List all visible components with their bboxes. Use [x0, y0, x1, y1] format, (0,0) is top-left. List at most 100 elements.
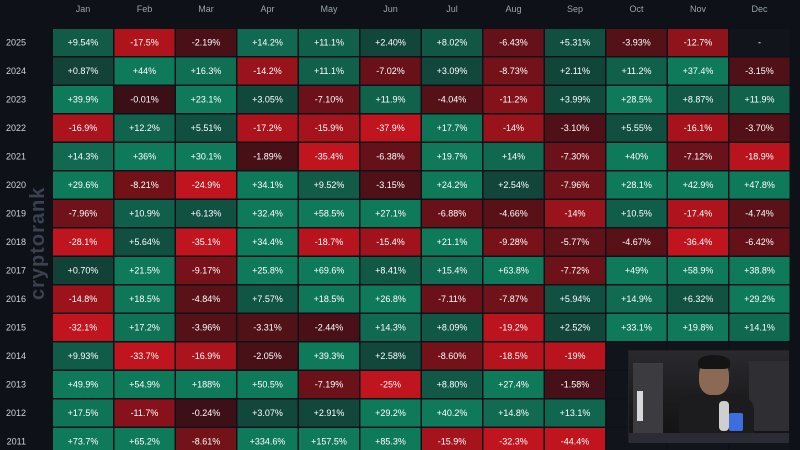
heatmap-cell-2018-may[interactable]: -18.7%: [299, 228, 359, 256]
heatmap-cell-2021-sep[interactable]: -7.30%: [545, 143, 605, 170]
heatmap-cell-2025-dec[interactable]: -: [729, 29, 790, 56]
heatmap-cell-2023-oct[interactable]: +28.5%: [606, 86, 667, 113]
heatmap-cell-2018-jan[interactable]: -28.1%: [53, 228, 113, 256]
heatmap-cell-2014-jan[interactable]: +9.93%: [53, 342, 113, 370]
heatmap-cell-2019-sep[interactable]: -14%: [545, 200, 605, 227]
heatmap-cell-2015-sep[interactable]: +2.52%: [545, 314, 605, 341]
heatmap-cell-2024-may[interactable]: +11.1%: [299, 57, 359, 85]
heatmap-cell-2013-aug[interactable]: +27.4%: [483, 371, 544, 398]
heatmap-cell-2016-apr[interactable]: +7.57%: [237, 285, 298, 313]
heatmap-cell-2017-aug[interactable]: +63.8%: [483, 257, 544, 284]
heatmap-cell-2017-mar[interactable]: -9.17%: [176, 257, 236, 284]
heatmap-cell-2024-mar[interactable]: +16.3%: [176, 57, 236, 85]
heatmap-cell-2024-jun[interactable]: -7.02%: [360, 57, 421, 85]
heatmap-cell-2014-apr[interactable]: -2.05%: [237, 342, 298, 370]
heatmap-cell-2016-may[interactable]: +18.5%: [299, 285, 359, 313]
heatmap-cell-2012-jun[interactable]: +29.2%: [360, 399, 421, 427]
heatmap-cell-2014-jun[interactable]: +2.58%: [360, 342, 421, 370]
heatmap-cell-2012-jan[interactable]: +17.5%: [53, 399, 113, 427]
heatmap-cell-2019-jan[interactable]: -7.96%: [53, 200, 113, 227]
heatmap-cell-2025-sep[interactable]: +5.31%: [545, 29, 605, 56]
heatmap-cell-2020-aug[interactable]: +2.54%: [483, 171, 544, 199]
heatmap-cell-2015-apr[interactable]: -3.31%: [237, 314, 298, 341]
heatmap-cell-2022-apr[interactable]: -17.2%: [237, 114, 298, 142]
heatmap-cell-2020-jan[interactable]: +29.6%: [53, 171, 113, 199]
heatmap-cell-2022-aug[interactable]: -14%: [483, 114, 544, 142]
heatmap-cell-2025-feb[interactable]: -17.5%: [114, 29, 175, 56]
heatmap-cell-2021-feb[interactable]: +36%: [114, 143, 175, 170]
heatmap-cell-2013-jan[interactable]: +49.9%: [53, 371, 113, 398]
heatmap-cell-2018-nov[interactable]: -36.4%: [668, 228, 728, 256]
heatmap-cell-2024-jan[interactable]: +0.87%: [53, 57, 113, 85]
heatmap-cell-2022-nov[interactable]: -16.1%: [668, 114, 728, 142]
heatmap-cell-2014-may[interactable]: +39.3%: [299, 342, 359, 370]
heatmap-cell-2019-apr[interactable]: +32.4%: [237, 200, 298, 227]
heatmap-cell-2022-jan[interactable]: -16.9%: [53, 114, 113, 142]
heatmap-cell-2024-jul[interactable]: +3.09%: [422, 57, 482, 85]
heatmap-cell-2023-dec[interactable]: +11.9%: [729, 86, 790, 113]
heatmap-cell-2025-oct[interactable]: -3.93%: [606, 29, 667, 56]
heatmap-cell-2015-jan[interactable]: -32.1%: [53, 314, 113, 341]
heatmap-cell-2018-jul[interactable]: +21.1%: [422, 228, 482, 256]
heatmap-cell-2017-jan[interactable]: +0.70%: [53, 257, 113, 284]
heatmap-cell-2019-dec[interactable]: -4.74%: [729, 200, 790, 227]
heatmap-cell-2018-apr[interactable]: +34.4%: [237, 228, 298, 256]
heatmap-cell-2023-feb[interactable]: -0.01%: [114, 86, 175, 113]
heatmap-cell-2025-apr[interactable]: +14.2%: [237, 29, 298, 56]
heatmap-cell-2013-mar[interactable]: +188%: [176, 371, 236, 398]
heatmap-cell-2017-oct[interactable]: +49%: [606, 257, 667, 284]
heatmap-cell-2011-jan[interactable]: +73.7%: [53, 428, 113, 450]
heatmap-cell-2011-sep[interactable]: -44.4%: [545, 428, 605, 450]
heatmap-cell-2020-may[interactable]: +9.52%: [299, 171, 359, 199]
heatmap-cell-2015-oct[interactable]: +33.1%: [606, 314, 667, 341]
heatmap-cell-2017-jun[interactable]: +8.41%: [360, 257, 421, 284]
heatmap-cell-2015-aug[interactable]: -19.2%: [483, 314, 544, 341]
heatmap-cell-2017-apr[interactable]: +25.8%: [237, 257, 298, 284]
heatmap-cell-2020-jul[interactable]: +24.2%: [422, 171, 482, 199]
heatmap-cell-2011-mar[interactable]: -8.61%: [176, 428, 236, 450]
heatmap-cell-2017-nov[interactable]: +58.9%: [668, 257, 728, 284]
heatmap-cell-2011-aug[interactable]: -32.3%: [483, 428, 544, 450]
heatmap-cell-2021-nov[interactable]: -7.12%: [668, 143, 728, 170]
heatmap-cell-2015-jun[interactable]: +14.3%: [360, 314, 421, 341]
heatmap-cell-2023-apr[interactable]: +3.05%: [237, 86, 298, 113]
heatmap-cell-2023-sep[interactable]: +3.99%: [545, 86, 605, 113]
heatmap-cell-2016-jan[interactable]: -14.8%: [53, 285, 113, 313]
heatmap-cell-2020-mar[interactable]: -24.9%: [176, 171, 236, 199]
heatmap-cell-2016-oct[interactable]: +14.9%: [606, 285, 667, 313]
heatmap-cell-2023-may[interactable]: -7.10%: [299, 86, 359, 113]
heatmap-cell-2017-feb[interactable]: +21.5%: [114, 257, 175, 284]
heatmap-cell-2022-feb[interactable]: +12.2%: [114, 114, 175, 142]
heatmap-cell-2016-jun[interactable]: +26.8%: [360, 285, 421, 313]
heatmap-cell-2018-dec[interactable]: -6.42%: [729, 228, 790, 256]
heatmap-cell-2018-aug[interactable]: -9.28%: [483, 228, 544, 256]
heatmap-cell-2018-sep[interactable]: -5.77%: [545, 228, 605, 256]
heatmap-cell-2022-sep[interactable]: -3.10%: [545, 114, 605, 142]
heatmap-cell-2022-jul[interactable]: +17.7%: [422, 114, 482, 142]
heatmap-cell-2016-sep[interactable]: +5.94%: [545, 285, 605, 313]
heatmap-cell-2022-may[interactable]: -15.9%: [299, 114, 359, 142]
heatmap-cell-2023-jun[interactable]: +11.9%: [360, 86, 421, 113]
heatmap-cell-2017-dec[interactable]: +38.8%: [729, 257, 790, 284]
heatmap-cell-2021-aug[interactable]: +14%: [483, 143, 544, 170]
heatmap-cell-2024-apr[interactable]: -14.2%: [237, 57, 298, 85]
heatmap-cell-2021-jul[interactable]: +19.7%: [422, 143, 482, 170]
heatmap-cell-2017-sep[interactable]: -7.72%: [545, 257, 605, 284]
heatmap-cell-2020-sep[interactable]: -7.96%: [545, 171, 605, 199]
heatmap-cell-2011-feb[interactable]: +65.2%: [114, 428, 175, 450]
heatmap-cell-2025-nov[interactable]: -12.7%: [668, 29, 728, 56]
heatmap-cell-2017-may[interactable]: +69.6%: [299, 257, 359, 284]
heatmap-cell-2023-mar[interactable]: +23.1%: [176, 86, 236, 113]
heatmap-cell-2025-mar[interactable]: -2.19%: [176, 29, 236, 56]
heatmap-cell-2011-jun[interactable]: +85.3%: [360, 428, 421, 450]
heatmap-cell-2022-jun[interactable]: -37.9%: [360, 114, 421, 142]
heatmap-cell-2024-aug[interactable]: -8.73%: [483, 57, 544, 85]
heatmap-cell-2021-apr[interactable]: -1.89%: [237, 143, 298, 170]
heatmap-cell-2019-mar[interactable]: +6.13%: [176, 200, 236, 227]
heatmap-cell-2018-oct[interactable]: -4.67%: [606, 228, 667, 256]
heatmap-cell-2018-mar[interactable]: -35.1%: [176, 228, 236, 256]
heatmap-cell-2014-mar[interactable]: -16.9%: [176, 342, 236, 370]
heatmap-cell-2017-jul[interactable]: +15.4%: [422, 257, 482, 284]
heatmap-cell-2016-mar[interactable]: -4.84%: [176, 285, 236, 313]
heatmap-cell-2011-may[interactable]: +157.5%: [299, 428, 359, 450]
